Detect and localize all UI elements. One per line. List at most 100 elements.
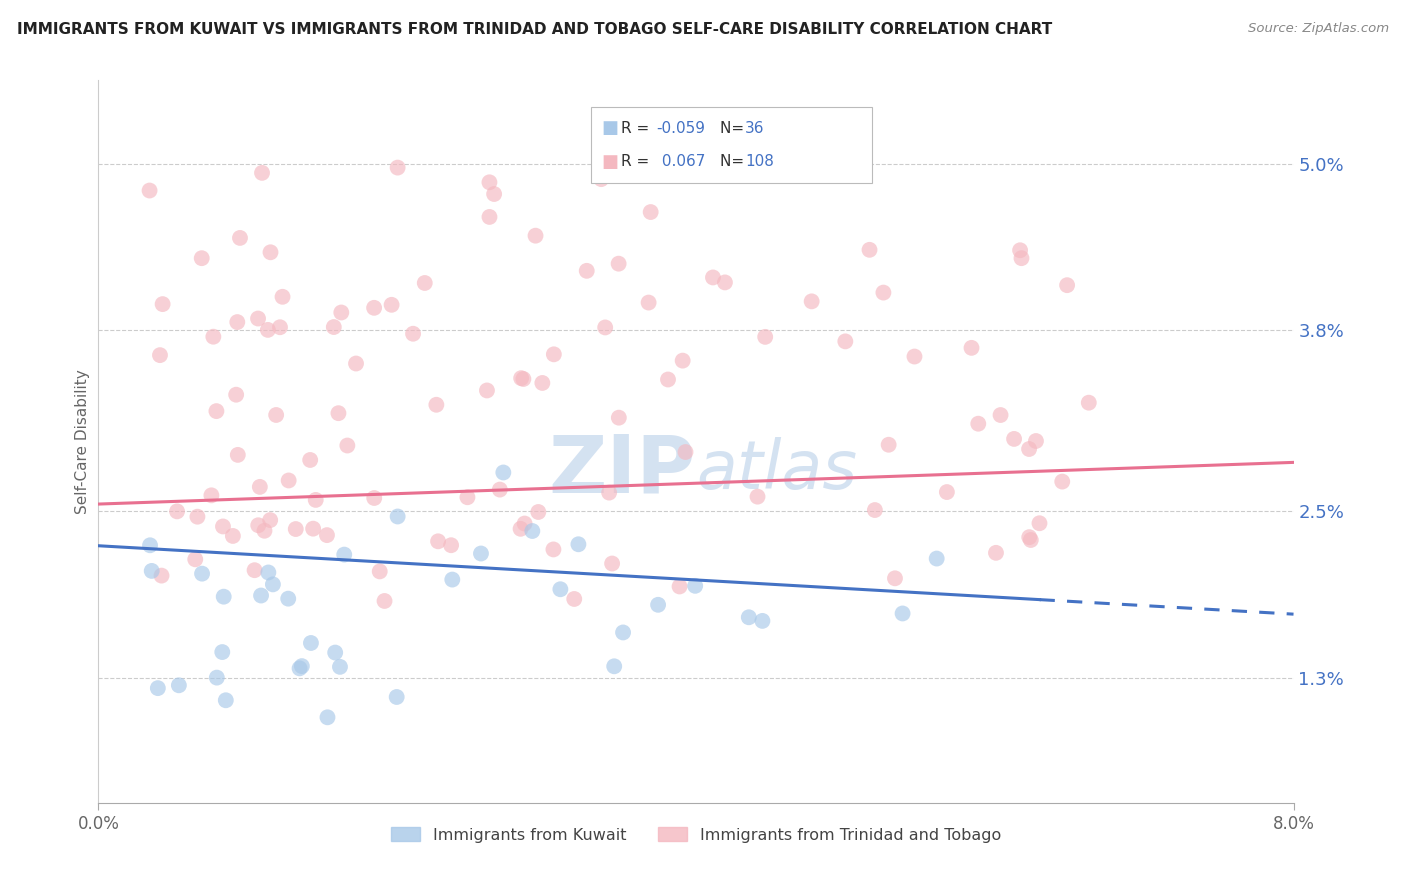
- Text: -0.059: -0.059: [657, 120, 706, 136]
- Point: [960, 341, 983, 355]
- Point: [328, 406, 350, 420]
- Point: [967, 417, 990, 431]
- Point: [381, 298, 404, 312]
- Point: [205, 404, 228, 418]
- Point: [470, 547, 492, 561]
- Point: [186, 509, 208, 524]
- Point: [591, 172, 613, 186]
- Point: [440, 538, 463, 552]
- Point: [373, 594, 395, 608]
- Point: [1002, 432, 1025, 446]
- Point: [269, 320, 291, 334]
- Point: [657, 372, 679, 386]
- Point: [262, 577, 284, 591]
- Point: [567, 537, 589, 551]
- Point: [202, 329, 225, 343]
- Point: [427, 534, 450, 549]
- Text: ZIP: ZIP: [548, 432, 696, 509]
- Point: [166, 504, 188, 518]
- Point: [200, 488, 222, 502]
- Point: [305, 492, 328, 507]
- Point: [329, 660, 352, 674]
- Point: [212, 519, 235, 533]
- Point: [336, 438, 359, 452]
- Point: [872, 285, 894, 300]
- Point: [250, 589, 273, 603]
- Text: 108: 108: [745, 154, 775, 169]
- Point: [478, 175, 501, 189]
- Point: [1018, 442, 1040, 456]
- Point: [935, 485, 957, 500]
- Point: [738, 610, 761, 624]
- Point: [1056, 278, 1078, 293]
- Text: ■: ■: [602, 120, 619, 137]
- Point: [562, 591, 585, 606]
- Point: [139, 538, 162, 552]
- Point: [302, 522, 325, 536]
- Text: 36: 36: [745, 120, 765, 136]
- Point: [322, 320, 344, 334]
- Point: [284, 522, 307, 536]
- Point: [413, 276, 436, 290]
- Point: [363, 491, 385, 505]
- Point: [714, 276, 737, 290]
- Point: [1025, 434, 1047, 448]
- Text: N=: N=: [720, 120, 749, 136]
- Point: [603, 659, 626, 673]
- Point: [243, 563, 266, 577]
- Point: [1010, 244, 1032, 258]
- Point: [184, 552, 207, 566]
- Point: [387, 161, 409, 175]
- Point: [167, 678, 190, 692]
- Point: [333, 548, 356, 562]
- Point: [299, 636, 322, 650]
- Point: [891, 607, 914, 621]
- Point: [402, 326, 425, 341]
- Legend: Immigrants from Kuwait, Immigrants from Trinidad and Tobago: Immigrants from Kuwait, Immigrants from …: [385, 821, 1007, 849]
- Point: [668, 579, 690, 593]
- Point: [672, 353, 695, 368]
- Point: [990, 408, 1012, 422]
- Point: [877, 438, 900, 452]
- Point: [863, 503, 886, 517]
- Point: [253, 524, 276, 538]
- Point: [512, 372, 534, 386]
- Point: [475, 384, 498, 398]
- Point: [575, 264, 598, 278]
- Point: [647, 598, 669, 612]
- Point: [1018, 530, 1040, 544]
- Point: [330, 305, 353, 319]
- Point: [510, 371, 533, 385]
- Point: [550, 582, 572, 597]
- Point: [492, 466, 515, 480]
- Point: [1052, 475, 1074, 489]
- Point: [344, 357, 367, 371]
- Point: [141, 564, 163, 578]
- Point: [150, 568, 173, 582]
- Text: Source: ZipAtlas.com: Source: ZipAtlas.com: [1249, 22, 1389, 36]
- Text: IMMIGRANTS FROM KUWAIT VS IMMIGRANTS FROM TRINIDAD AND TOBAGO SELF-CARE DISABILI: IMMIGRANTS FROM KUWAIT VS IMMIGRANTS FRO…: [17, 22, 1052, 37]
- Point: [226, 315, 249, 329]
- Point: [607, 257, 630, 271]
- Point: [751, 614, 773, 628]
- Point: [259, 513, 281, 527]
- Point: [834, 334, 856, 349]
- Point: [323, 646, 346, 660]
- Point: [225, 387, 247, 401]
- Point: [387, 509, 409, 524]
- Point: [264, 408, 287, 422]
- Point: [425, 398, 447, 412]
- Point: [363, 301, 385, 315]
- Point: [212, 590, 235, 604]
- Point: [858, 243, 880, 257]
- Point: [205, 671, 228, 685]
- Point: [478, 210, 501, 224]
- Point: [226, 448, 249, 462]
- Point: [299, 453, 322, 467]
- Point: [229, 231, 252, 245]
- Point: [277, 474, 299, 488]
- Point: [146, 681, 169, 695]
- Point: [543, 347, 565, 361]
- Point: [640, 205, 662, 219]
- Point: [456, 490, 478, 504]
